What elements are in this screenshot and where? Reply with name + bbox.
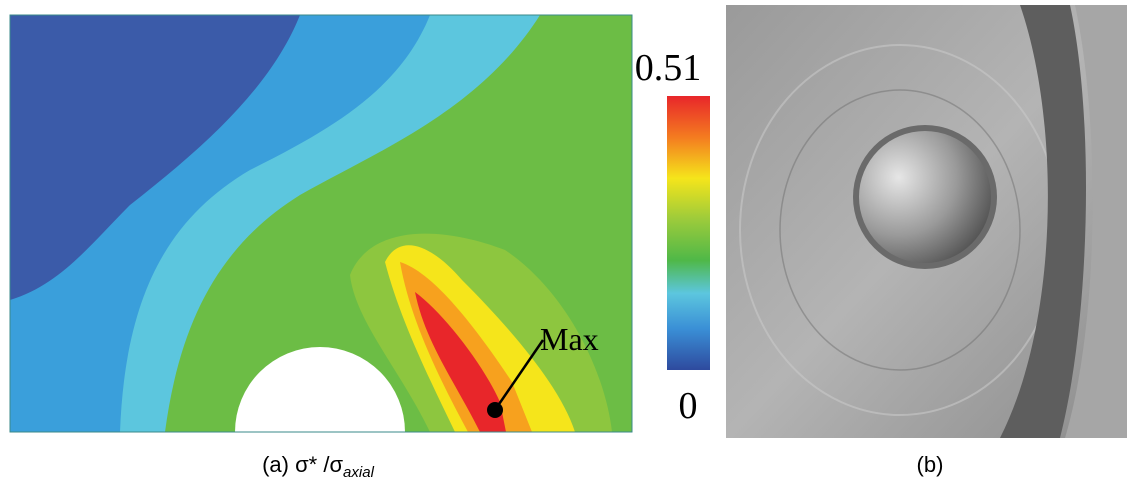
- caption-a: (a) σ* /σaxial: [262, 452, 374, 481]
- page: {"panel_a": {"colorbar": {"max": 0.51, "…: [0, 0, 1133, 484]
- caption-a-main: (a) σ* /σ: [262, 452, 343, 477]
- caption-a-subscript: axial: [343, 464, 375, 481]
- max-point: [487, 402, 503, 418]
- contour-plot: Max: [10, 15, 632, 432]
- annotation: Max: [540, 321, 599, 357]
- colorbar-max: 0.51: [635, 47, 702, 89]
- colorbar-gradient: [667, 96, 710, 370]
- photo: [726, 5, 1127, 438]
- colorbar: 0.51 0: [635, 47, 710, 427]
- colorbar-min: 0: [679, 385, 698, 427]
- hole: [859, 131, 991, 263]
- figure: Max 0.51 0 (a) σ* /σaxial (b): [0, 0, 1133, 484]
- caption-b: (b): [917, 452, 944, 477]
